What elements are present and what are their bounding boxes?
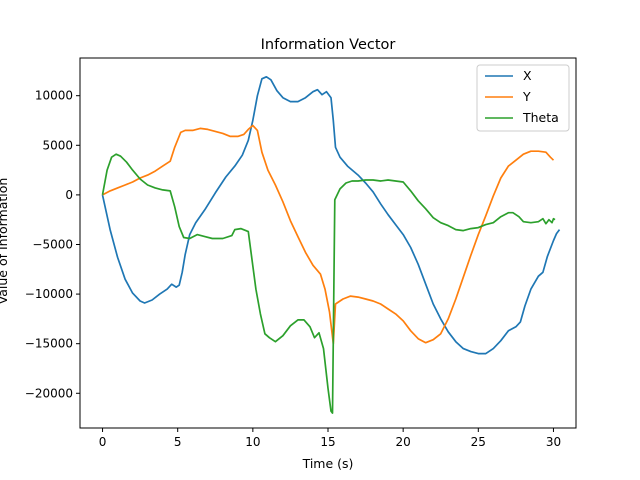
legend-label-theta: Theta [522,110,559,125]
y-tick-label: −5000 [32,237,73,251]
y-tick-label: −20000 [25,386,73,400]
y-tick-label: 5000 [42,138,73,152]
series-line-y [102,124,555,345]
y-tick-label: 0 [65,188,73,202]
legend-label-x: X [523,68,532,83]
x-tick-label: 10 [245,435,260,449]
x-tick-label: 15 [320,435,335,449]
y-tick-label: 10000 [35,89,73,103]
y-axis-ticks: −20000 −15000 −10000 −5000 0 5000 10000 [25,89,80,400]
x-tick-label: 20 [396,435,411,449]
series-line-theta [101,153,556,414]
x-tick-label: 5 [174,435,182,449]
plot-lines [101,75,561,414]
y-axis-label: Value of Information [0,178,10,305]
series-line-x [101,75,561,355]
y-tick-label: −15000 [25,337,73,351]
x-tick-label: 30 [546,435,561,449]
y-tick-label: −10000 [25,287,73,301]
x-axis-label: Time (s) [302,456,354,471]
legend-label-y: Y [522,89,531,104]
chart-title: Information Vector [261,37,396,53]
legend: X Y Theta [476,64,570,132]
legend-box [476,64,570,132]
x-axis-ticks: 0 5 10 15 20 25 30 [99,428,561,449]
x-tick-label: 25 [471,435,486,449]
x-tick-label: 0 [99,435,107,449]
